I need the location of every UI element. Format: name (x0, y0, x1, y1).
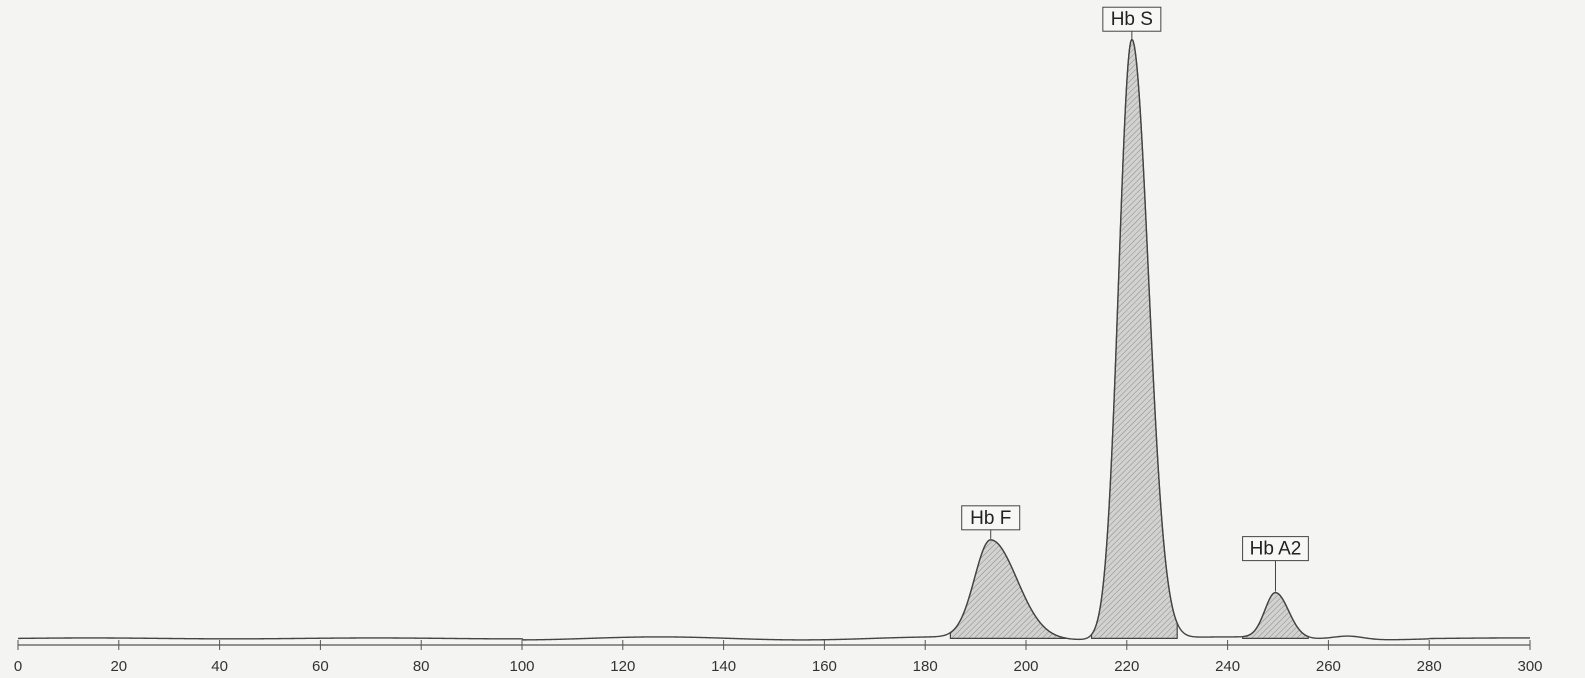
x-tick-label-20: 20 (110, 658, 127, 675)
peak-area-hb-a2 (1242, 592, 1309, 639)
peak-label-text-hb-s: Hb S (1111, 9, 1153, 30)
x-tick-label-160: 160 (812, 658, 837, 675)
x-tick-label-40: 40 (211, 658, 228, 675)
peak-area-hb-f (949, 539, 1067, 639)
x-tick-label-100: 100 (509, 658, 534, 675)
peak-label-hb-a2: Hb A2 (1242, 536, 1309, 592)
x-tick-label-0: 0 (14, 658, 22, 675)
x-tick-label-80: 80 (413, 658, 430, 675)
peak-label-box-hb-f (961, 505, 1021, 531)
x-tick-label-260: 260 (1316, 658, 1341, 675)
x-axis: 0 20 40 60 80 100 120 140 160 180 200 220 240 260 280 3… (14, 640, 1543, 675)
peak-label-hb-s: Hb S (1102, 6, 1162, 39)
peak-label-box-hb-a2 (1242, 536, 1309, 562)
x-tick-label-300: 300 (1517, 658, 1542, 675)
peak-label-text-hb-a2: Hb A2 (1250, 539, 1302, 560)
peak-label-box-hb-s (1102, 6, 1162, 32)
peak-label-text-hb-f: Hb F (970, 508, 1011, 529)
peak-label-hb-f: Hb F (961, 505, 1021, 539)
chromatogram-trace (17, 37, 1531, 641)
x-tick-label-200: 200 (1013, 658, 1038, 675)
x-tick-label-180: 180 (913, 658, 938, 675)
x-tick-label-120: 120 (610, 658, 635, 675)
x-tick-label-220: 220 (1114, 658, 1139, 675)
x-tick-label-60: 60 (312, 658, 329, 675)
x-tick-label-240: 240 (1215, 658, 1240, 675)
peak-labels: Hb F Hb S Hb A2 (961, 6, 1309, 592)
x-tick-label-140: 140 (711, 658, 736, 675)
x-tick-label-280: 280 (1417, 658, 1442, 675)
